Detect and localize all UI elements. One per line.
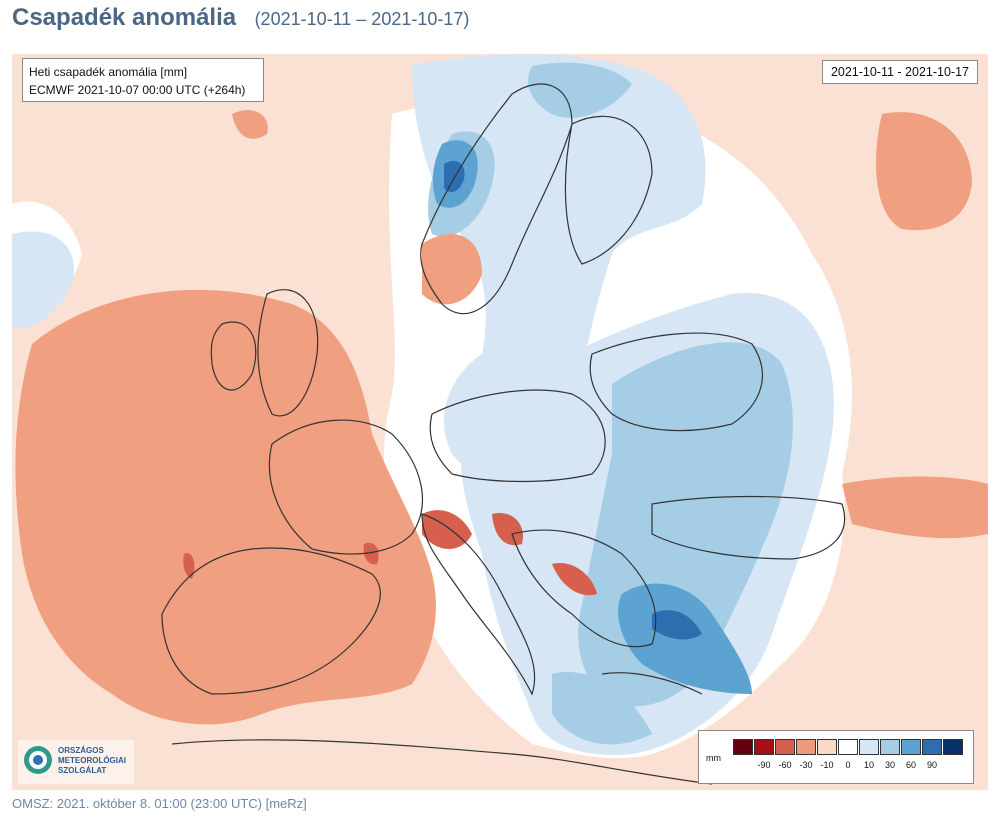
balkans-outline [511,529,657,648]
central-europe-outline [429,389,606,483]
anomaly-red-france [363,542,379,565]
legend-tick-label: -10 [820,760,834,770]
map-info-box: Heti csapadék anomália [mm] ECMWF 2021-1… [22,58,264,102]
anomaly-orange-west [15,289,436,725]
footer-credit: OMSZ: 2021. október 8. 01:00 (23:00 UTC)… [12,796,307,811]
legend-tick-label: 90 [926,760,938,770]
legend-swatch [775,739,795,755]
france-outline [268,419,423,555]
map-info-title: Heti csapadék anomália [mm] [29,65,188,79]
legend-swatch [838,739,858,755]
map-canvas [12,54,988,790]
finland-outline [564,115,653,265]
eastern-europe-outline [589,332,763,432]
legend-tick-label: 10 [863,760,875,770]
legend-ticks: -90 -60 -30 -10 0 10 30 60 90 [733,760,973,774]
date-range-title: (2021-10-11 – 2021-10-17) [254,9,470,29]
map-date-box: 2021-10-11 - 2021-10-17 [821,60,978,84]
aegean-outline [601,672,703,695]
legend-swatches [733,739,964,755]
page-header: Csapadék anomália (2021-10-11 – 2021-10-… [12,4,469,40]
legend-tick-label: -60 [778,760,792,770]
legend-swatch [754,739,774,755]
anomaly-orange-norway-s [422,234,482,305]
anomaly-mid-blue-ionian [552,672,652,745]
anomaly-orange-black-sea [842,476,988,539]
legend-tick-label: 30 [884,760,896,770]
legend-swatch [943,739,963,755]
anomaly-map: Heti csapadék anomália [mm] ECMWF 2021-1… [12,54,988,790]
anomaly-red-portugal [183,553,195,579]
anomaly-red-montenegro [552,563,597,596]
anomaly-orange-iceland [232,110,268,139]
anomaly-orange-russia [876,112,972,231]
anomaly-light-blue-atlantic [12,231,74,328]
anomaly-mid-blue-scand-n [528,62,632,118]
legend-swatch [901,739,921,755]
legend-unit: mm [706,753,721,763]
legend-swatch [796,739,816,755]
iberia-outline [161,547,381,695]
omsz-logo-icon [24,746,52,774]
country-borders [161,83,846,785]
color-legend: mm -90 -60 -30 -10 0 10 30 60 90 [698,730,974,784]
omsz-logo-text: ORSZÁGOS METEOROLÓGIAI SZOLGÁLAT [58,746,126,775]
legend-tick-label: 60 [905,760,917,770]
scandinavia-outline [420,83,573,315]
italy-outline [421,513,536,696]
anomaly-dark-blue-aegean [652,610,702,640]
legend-swatch [922,739,942,755]
legend-tick-label: -90 [757,760,771,770]
legend-swatch [880,739,900,755]
map-info-model: ECMWF 2021-10-07 00:00 UTC (+264h) [29,83,246,97]
legend-tick-label: 0 [845,760,851,770]
north-africa-coast [171,739,713,785]
legend-swatch [817,739,837,755]
omsz-logo: ORSZÁGOS METEOROLÓGIAI SZOLGÁLAT [18,740,134,784]
black-sea-outline [651,495,846,560]
legend-tick-label: -30 [799,760,813,770]
ireland-outline [210,321,257,391]
legend-swatch [859,739,879,755]
anomaly-red-slovenia [492,513,523,546]
legend-swatch [733,739,753,755]
page-title: Csapadék anomália [12,4,237,31]
britain-outline [257,289,319,417]
